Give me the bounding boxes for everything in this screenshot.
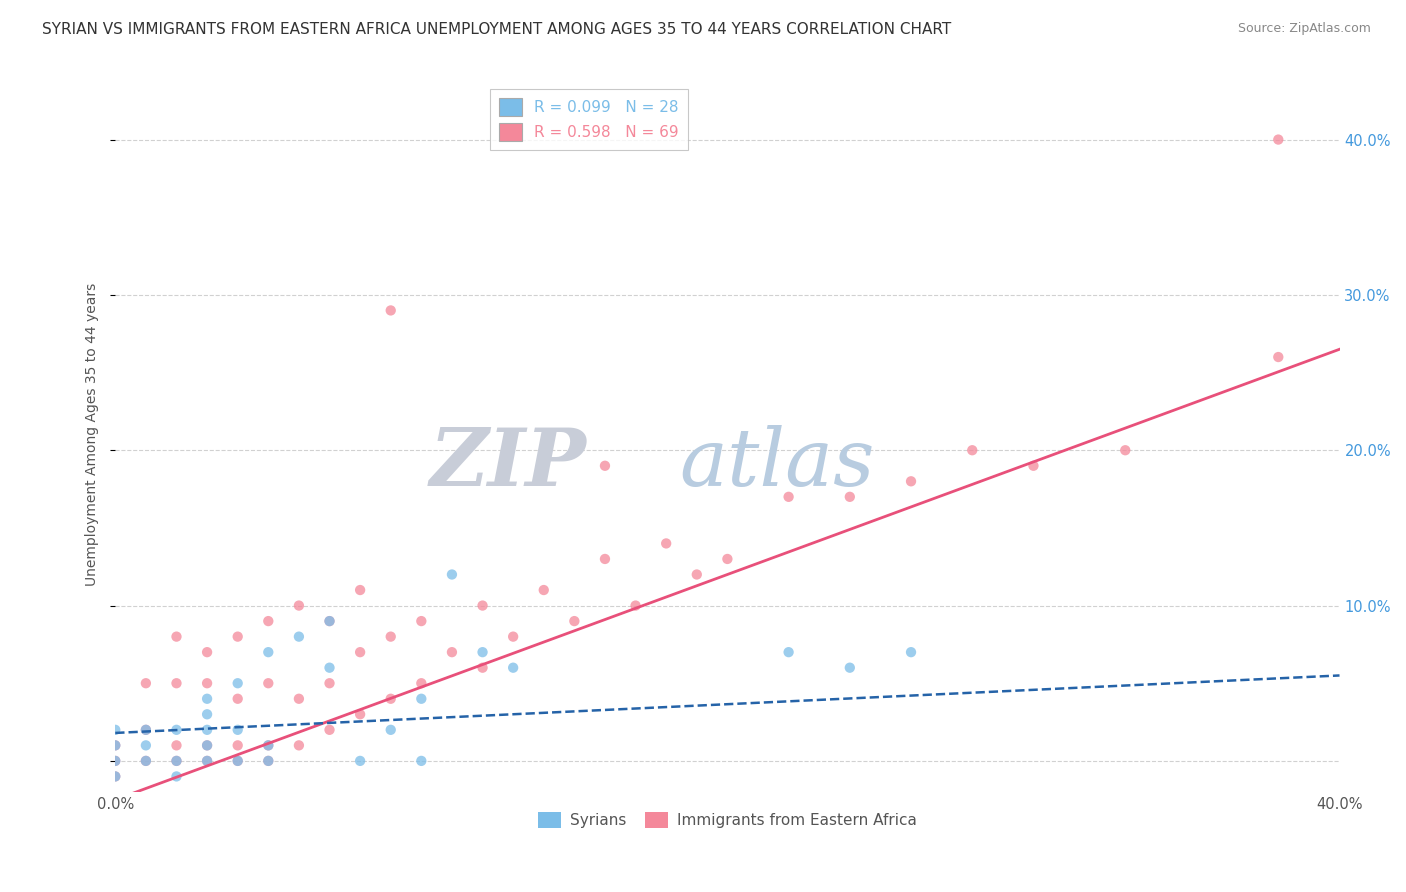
Point: [318, 723, 340, 737]
Point: [195, 739, 218, 753]
Point: [778, 645, 800, 659]
Point: [411, 614, 433, 628]
Point: [1267, 350, 1289, 364]
Point: [195, 739, 218, 753]
Point: [778, 490, 800, 504]
Point: [135, 739, 157, 753]
Point: [411, 691, 433, 706]
Point: [195, 707, 218, 722]
Point: [1267, 132, 1289, 146]
Point: [502, 661, 524, 675]
Point: [1022, 458, 1045, 473]
Point: [195, 723, 218, 737]
Point: [166, 723, 188, 737]
Point: [135, 723, 157, 737]
Point: [838, 490, 860, 504]
Point: [471, 661, 494, 675]
Point: [900, 645, 922, 659]
Point: [166, 769, 188, 783]
Point: [411, 754, 433, 768]
Point: [257, 754, 280, 768]
Point: [166, 754, 188, 768]
Legend: Syrians, Immigrants from Eastern Africa: Syrians, Immigrants from Eastern Africa: [531, 806, 922, 834]
Point: [257, 739, 280, 753]
Text: Source: ZipAtlas.com: Source: ZipAtlas.com: [1237, 22, 1371, 36]
Point: [593, 552, 616, 566]
Point: [318, 614, 340, 628]
Point: [195, 645, 218, 659]
Point: [471, 599, 494, 613]
Point: [226, 754, 249, 768]
Point: [318, 676, 340, 690]
Point: [960, 443, 983, 458]
Point: [288, 739, 311, 753]
Point: [104, 739, 127, 753]
Point: [135, 754, 157, 768]
Point: [380, 630, 402, 644]
Point: [257, 614, 280, 628]
Point: [288, 599, 311, 613]
Point: [564, 614, 586, 628]
Point: [166, 630, 188, 644]
Point: [104, 769, 127, 783]
Point: [104, 769, 127, 783]
Point: [195, 754, 218, 768]
Point: [166, 676, 188, 690]
Point: [288, 630, 311, 644]
Point: [440, 645, 463, 659]
Point: [135, 676, 157, 690]
Point: [226, 676, 249, 690]
Point: [166, 739, 188, 753]
Point: [104, 754, 127, 768]
Point: [349, 645, 371, 659]
Point: [195, 676, 218, 690]
Point: [135, 754, 157, 768]
Point: [135, 723, 157, 737]
Point: [288, 691, 311, 706]
Point: [318, 661, 340, 675]
Point: [900, 475, 922, 489]
Point: [166, 754, 188, 768]
Point: [226, 691, 249, 706]
Point: [380, 691, 402, 706]
Text: SYRIAN VS IMMIGRANTS FROM EASTERN AFRICA UNEMPLOYMENT AMONG AGES 35 TO 44 YEARS : SYRIAN VS IMMIGRANTS FROM EASTERN AFRICA…: [42, 22, 952, 37]
Point: [1114, 443, 1136, 458]
Point: [257, 739, 280, 753]
Point: [349, 754, 371, 768]
Point: [104, 723, 127, 737]
Point: [716, 552, 738, 566]
Text: atlas: atlas: [679, 425, 875, 502]
Point: [686, 567, 709, 582]
Point: [440, 567, 463, 582]
Text: ZIP: ZIP: [430, 425, 586, 502]
Point: [593, 458, 616, 473]
Point: [257, 645, 280, 659]
Point: [257, 754, 280, 768]
Point: [838, 661, 860, 675]
Point: [195, 691, 218, 706]
Point: [411, 676, 433, 690]
Point: [380, 303, 402, 318]
Point: [624, 599, 647, 613]
Point: [380, 723, 402, 737]
Point: [502, 630, 524, 644]
Point: [226, 754, 249, 768]
Point: [318, 614, 340, 628]
Point: [349, 582, 371, 597]
Point: [226, 630, 249, 644]
Point: [104, 739, 127, 753]
Point: [349, 707, 371, 722]
Point: [257, 676, 280, 690]
Point: [226, 723, 249, 737]
Point: [195, 754, 218, 768]
Point: [655, 536, 678, 550]
Point: [226, 739, 249, 753]
Point: [104, 754, 127, 768]
Point: [471, 645, 494, 659]
Point: [533, 582, 555, 597]
Y-axis label: Unemployment Among Ages 35 to 44 years: Unemployment Among Ages 35 to 44 years: [86, 283, 100, 586]
